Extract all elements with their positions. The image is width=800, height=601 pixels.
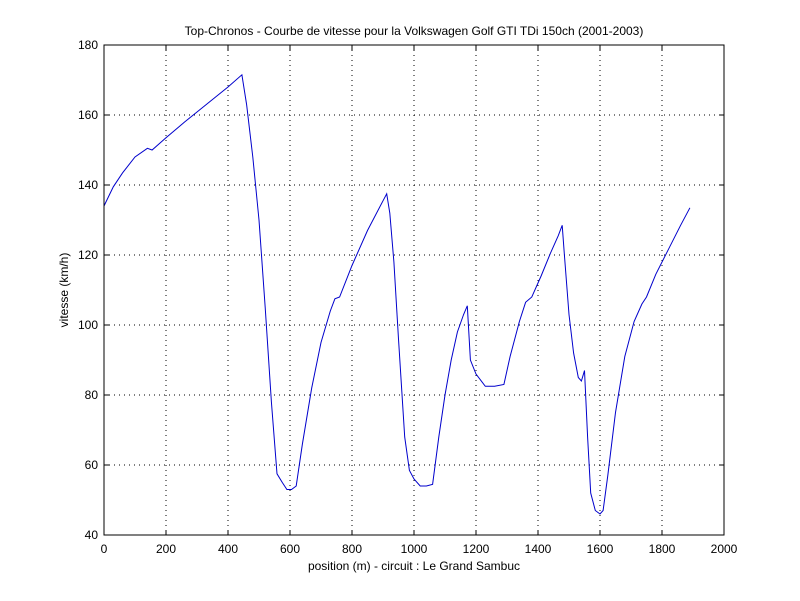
y-tick-label: 100 xyxy=(78,318,98,332)
x-axis-label: position (m) - circuit : Le Grand Sambuc xyxy=(308,559,520,573)
x-tick-label: 1200 xyxy=(463,542,490,556)
speed-line xyxy=(103,73,691,515)
y-tick-label: 80 xyxy=(85,388,99,402)
x-tick-label: 1400 xyxy=(525,542,552,556)
y-axis-label: vitesse (km/h) xyxy=(57,253,71,328)
y-tick-label: 60 xyxy=(85,458,99,472)
axis-ticks: 0 200 400 600 800 1000 1200 1400 1600 1800 2000 40 6… xyxy=(78,38,738,556)
x-tick-label: 400 xyxy=(218,542,238,556)
x-tick-label: 800 xyxy=(342,542,362,556)
y-tick-label: 120 xyxy=(78,248,98,262)
grid-lines xyxy=(104,45,724,535)
x-tick-label: 2000 xyxy=(711,542,738,556)
y-tick-label: 140 xyxy=(78,178,98,192)
chart-title: Top-Chronos - Courbe de vitesse pour la … xyxy=(185,24,644,38)
x-tick-label: 200 xyxy=(156,542,176,556)
x-tick-label: 1800 xyxy=(649,542,676,556)
x-tick-label: 0 xyxy=(101,542,108,556)
y-tick-label: 40 xyxy=(85,528,99,542)
y-tick-label: 160 xyxy=(78,108,98,122)
x-tick-label: 1000 xyxy=(401,542,428,556)
x-tick-label: 1600 xyxy=(587,542,614,556)
x-tick-label: 600 xyxy=(280,542,300,556)
y-tick-label: 180 xyxy=(78,38,98,52)
